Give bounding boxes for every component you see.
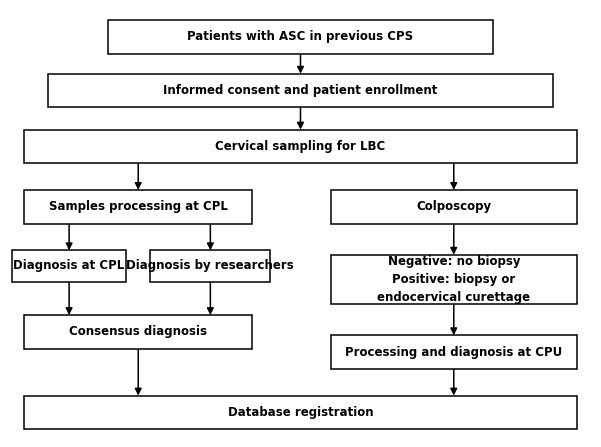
Text: Informed consent and patient enrollment: Informed consent and patient enrollment (163, 84, 438, 97)
FancyBboxPatch shape (48, 74, 553, 107)
Text: Cervical sampling for LBC: Cervical sampling for LBC (215, 140, 386, 153)
FancyBboxPatch shape (331, 335, 577, 369)
FancyBboxPatch shape (12, 250, 126, 282)
FancyBboxPatch shape (24, 396, 577, 429)
Text: Diagnosis at CPL: Diagnosis at CPL (13, 259, 125, 273)
FancyBboxPatch shape (24, 190, 252, 224)
FancyBboxPatch shape (24, 315, 252, 349)
FancyBboxPatch shape (331, 190, 577, 224)
FancyBboxPatch shape (331, 255, 577, 304)
FancyBboxPatch shape (108, 20, 493, 54)
Text: Diagnosis by researchers: Diagnosis by researchers (126, 259, 294, 273)
FancyBboxPatch shape (24, 130, 577, 163)
Text: Database registration: Database registration (228, 406, 373, 419)
Text: Patients with ASC in previous CPS: Patients with ASC in previous CPS (188, 30, 413, 43)
Text: Samples processing at CPL: Samples processing at CPL (49, 200, 228, 213)
Text: Negative: no biopsy
Positive: biopsy or
endocervical curettage: Negative: no biopsy Positive: biopsy or … (377, 255, 530, 304)
Text: Colposcopy: Colposcopy (416, 200, 492, 213)
Text: Consensus diagnosis: Consensus diagnosis (69, 325, 207, 338)
Text: Processing and diagnosis at CPU: Processing and diagnosis at CPU (345, 346, 563, 358)
FancyBboxPatch shape (150, 250, 270, 282)
